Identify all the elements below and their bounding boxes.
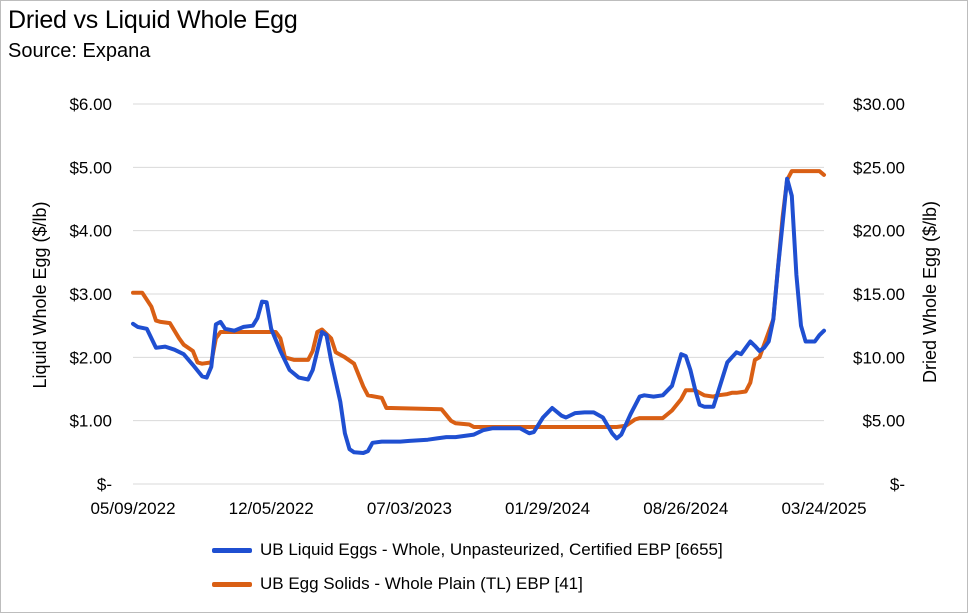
series-line-egg-solids — [131, 169, 826, 429]
x-tick-label: 03/24/2025 — [781, 499, 866, 518]
y-left-tick-label: $2.00 — [69, 348, 112, 367]
legend-label-liquid: UB Liquid Eggs - Whole, Unpasteurized, C… — [260, 540, 723, 559]
y-left-tick-label: $6.00 — [69, 95, 112, 114]
y-right-tick-label: $5.00 — [862, 412, 905, 431]
y-right-tick-label: $15.00 — [853, 285, 905, 304]
legend-swatch-dried — [212, 581, 252, 587]
x-tick-label: 08/26/2024 — [643, 499, 728, 518]
chart-subtitle: Source: Expana — [8, 40, 151, 62]
y-left-tick-label: $3.00 — [69, 285, 112, 304]
y-right-tick-label: $- — [890, 475, 905, 494]
chart-title: Dried vs Liquid Whole Egg — [8, 6, 298, 34]
legend-item-liquid: UB Liquid Eggs - Whole, Unpasteurized, C… — [212, 540, 723, 560]
legend-label-dried: UB Egg Solids - Whole Plain (TL) EBP [41… — [260, 574, 583, 593]
y-right-tick-label: $30.00 — [853, 95, 905, 114]
y-left-tick-label: $- — [97, 475, 112, 494]
y-axis-left-ticks: $- $1.00 $2.00 $3.00 $4.00 $5.00 $6.00 — [69, 95, 112, 494]
series-lines — [131, 169, 826, 455]
x-axis-ticks: 05/09/2022 12/05/2022 07/03/2023 01/29/2024… — [90, 499, 866, 518]
series-line-liquid-eggs — [131, 176, 826, 455]
x-tick-label: 07/03/2023 — [367, 499, 452, 518]
y-right-tick-label: $25.00 — [853, 158, 905, 177]
legend-item-dried: UB Egg Solids - Whole Plain (TL) EBP [41… — [212, 574, 583, 594]
y-left-tick-label: $5.00 — [69, 158, 112, 177]
y-axis-right-title: Dried Whole Egg ($/lb) — [920, 201, 940, 383]
grid-lines — [133, 103, 824, 485]
y-left-tick-label: $1.00 — [69, 412, 112, 431]
x-tick-label: 12/05/2022 — [229, 499, 314, 518]
y-left-tick-label: $4.00 — [69, 222, 112, 241]
x-tick-label: 05/09/2022 — [90, 499, 175, 518]
legend-swatch-liquid — [212, 547, 252, 553]
y-right-tick-label: $20.00 — [853, 222, 905, 241]
y-right-tick-label: $10.00 — [853, 348, 905, 367]
y-axis-left-title: Liquid Whole Egg ($/lb) — [30, 201, 50, 388]
y-axis-right-ticks: $- $5.00 $10.00 $15.00 $20.00 $25.00 $30.00 — [853, 95, 905, 494]
x-tick-label: 01/29/2024 — [505, 499, 590, 518]
